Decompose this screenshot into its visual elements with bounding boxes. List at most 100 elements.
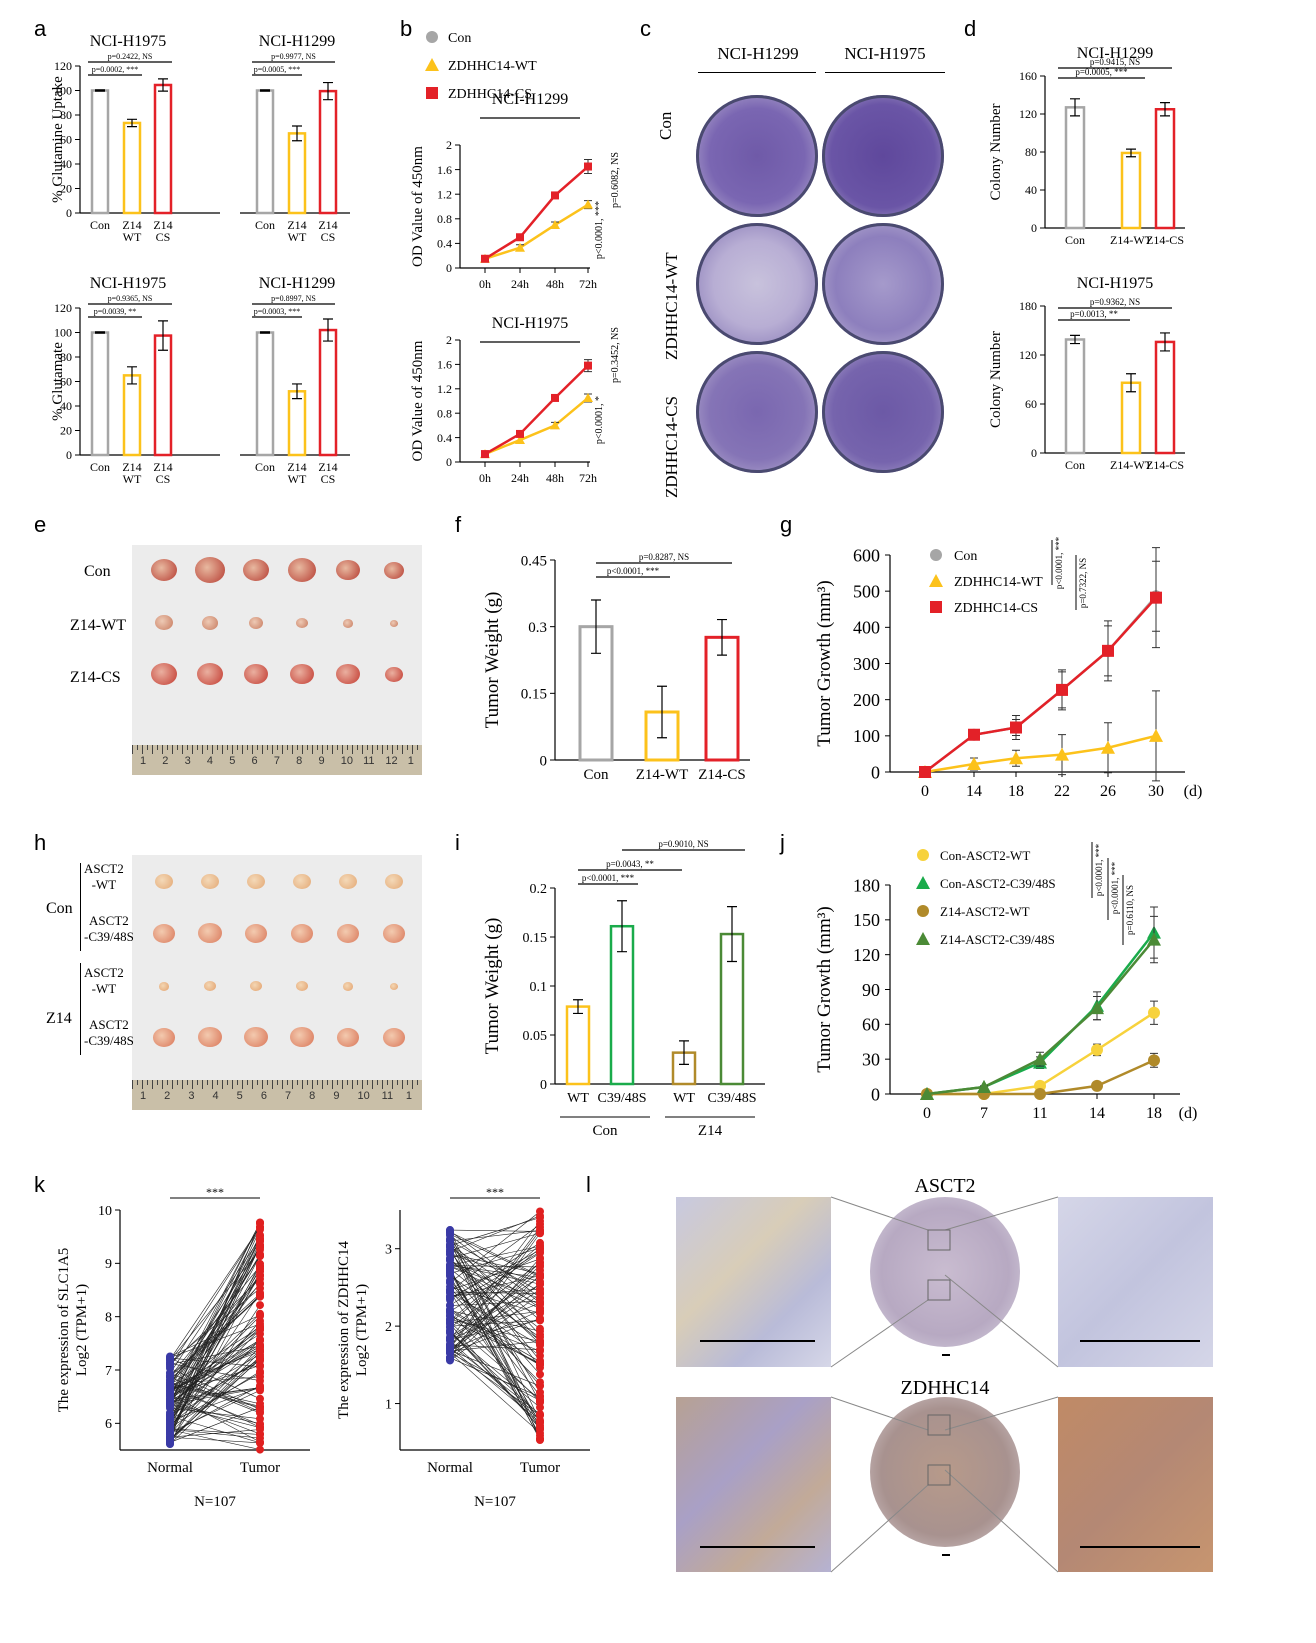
- ruler-tick: [302, 745, 303, 754]
- k2-pair-line-90: [450, 1246, 540, 1265]
- b1-series-0-point-2: [550, 220, 560, 229]
- ruler-tick: [242, 1080, 243, 1089]
- chart-d2-colony-h1975: 060120180Con Z14-WTZ14-CSNCI-H1975Colony …: [980, 268, 1210, 483]
- ruler-tick: [152, 745, 153, 754]
- ruler-tick: [362, 1080, 363, 1089]
- b2-xtick-label-3: 72h: [579, 471, 597, 485]
- ruler-tick: [272, 1080, 273, 1089]
- k1-pair-line-86: [170, 1283, 260, 1400]
- i-sig-0-label: p<0.0001, ***: [582, 873, 635, 883]
- ruler-tick: [312, 745, 313, 754]
- j-ytick-label-2: 60: [862, 1015, 880, 1035]
- a1-bar-2: [155, 85, 171, 213]
- a1-sig-1-label: p=0.2422, NS: [108, 52, 153, 61]
- j-sig-0: p<0.0001, ***: [1094, 843, 1104, 896]
- g-series-2-point-2: [1010, 722, 1022, 734]
- tumor: [296, 618, 308, 628]
- tumor: [151, 663, 177, 685]
- ruler-tick: [397, 745, 398, 750]
- ruler-tick: [157, 745, 158, 750]
- g-xtick-label-3: 22: [1054, 783, 1070, 800]
- plate-con-h1975: [822, 95, 944, 217]
- ruler-number: 7: [274, 755, 280, 767]
- ruler-tick: [362, 745, 363, 754]
- ruler-tick: [392, 1080, 393, 1089]
- b1-legend-label-1: ZDHHC14-WT: [448, 59, 537, 74]
- k1-tumor-point-65: [256, 1446, 264, 1454]
- f-ytick-label-3: 0.45: [521, 553, 547, 569]
- j-legend-label-1: Con-ASCT2-C39/48S: [940, 876, 1056, 891]
- ruler-tick: [187, 1080, 188, 1085]
- panel-e-tumor-photo: Con Z14-WT Z14-CS 1 2 3 4 5 6 7 8 9 10 11 12 1: [132, 545, 422, 775]
- a1-sig-0-label: p=0.0002, ***: [92, 65, 139, 74]
- g-ytick-label-0: 0: [871, 762, 880, 782]
- ruler-tick: [372, 1080, 373, 1089]
- g-series-2-point-4: [1102, 645, 1114, 657]
- k2-tumor-point-104: [536, 1364, 544, 1372]
- tumor: [343, 982, 353, 991]
- j-legend-marker-3: [916, 932, 930, 945]
- row-label-con-wt: ASCT2 -WT: [84, 861, 124, 893]
- j-series-2-point-2: [1034, 1088, 1046, 1100]
- ruler-number: 8: [309, 1090, 315, 1102]
- j-ytick-label-1: 30: [862, 1049, 880, 1069]
- ruler-tick: [397, 1080, 398, 1085]
- j-series-2-point-4: [1148, 1054, 1160, 1066]
- ruler-number: 4: [207, 755, 213, 767]
- tumor: [336, 664, 360, 684]
- k1-tumor-point-51: [256, 1377, 264, 1385]
- panel-label-j: j: [780, 830, 785, 856]
- a4-sig-0-label: p=0.0003, ***: [254, 307, 301, 316]
- b2-xtick-label-1: 24h: [511, 471, 529, 485]
- ruler-tick: [252, 1080, 253, 1089]
- ruler-tick: [367, 1080, 368, 1085]
- ruler-tick: [197, 1080, 198, 1085]
- ruler-tick: [317, 1080, 318, 1085]
- tumor: [195, 557, 225, 583]
- g-legend-marker-1: [929, 574, 943, 587]
- b1-sig-1: p=0.6082, NS: [610, 152, 621, 208]
- ruler-tick: [337, 1080, 338, 1085]
- j-legend-marker-0: [917, 849, 929, 861]
- panel-l-ihc: ASCT2 ZDHHC14: [670, 1175, 1220, 1595]
- ruler-number: 1: [408, 755, 414, 767]
- j-ytick-label-6: 180: [853, 875, 880, 895]
- ruler-tick: [332, 745, 333, 754]
- tumor: [290, 1027, 314, 1047]
- b1-ytick-label-3: 1.2: [437, 187, 452, 201]
- group-label-z14: Z14: [46, 1010, 72, 1028]
- a3-ytick-label-1: 20: [60, 424, 72, 438]
- a4-bar-0: [257, 333, 273, 456]
- ruler-tick: [227, 745, 228, 750]
- k2-tumor-point-95: [536, 1382, 544, 1390]
- k2-normal-point-103: [446, 1309, 454, 1317]
- b2-ytick-label-0: 0: [446, 455, 452, 469]
- g-legend-marker-0: [930, 549, 942, 561]
- b2-series-1-point-0: [481, 450, 489, 458]
- b1-series-1: [485, 167, 588, 259]
- i-xtick-label-0: WT: [567, 1091, 589, 1106]
- ruler-tick: [407, 745, 408, 750]
- ruler-tick: [247, 745, 248, 750]
- k1-normal-point-97: [166, 1398, 174, 1406]
- g-ytick-label-3: 300: [853, 654, 880, 674]
- g-xtick-label-5: 30: [1148, 783, 1164, 800]
- b2-sig-1: p=0.3452, NS: [610, 327, 621, 383]
- ruler-tick: [392, 745, 393, 754]
- b1-series-1-point-1: [516, 233, 524, 241]
- k2-ytick-label-1: 2: [385, 1320, 392, 1335]
- d1-bar-1: [1122, 153, 1140, 228]
- d1-ytick-label-4: 160: [1019, 69, 1037, 83]
- b1-ytick-label-2: 0.8: [437, 212, 452, 226]
- d2-ylabel: Colony Number: [988, 331, 1004, 428]
- tumor: [385, 874, 403, 889]
- g-ytick-label-1: 100: [853, 726, 880, 746]
- a3-ytick-label-0: 0: [66, 448, 72, 462]
- b1-xtick-label-0: 0h: [479, 277, 491, 291]
- f-ylabel: Tumor Weight (g): [482, 592, 503, 729]
- g-sig-0: p<0.0001, ***: [1054, 536, 1064, 589]
- ruler-tick: [202, 1080, 203, 1089]
- plate-column-h1299: NCI-H1299: [698, 44, 818, 64]
- b1-ytick-label-1: 0.4: [437, 237, 452, 251]
- k2-ylabel2: Log2 (TPM+1): [354, 1284, 370, 1376]
